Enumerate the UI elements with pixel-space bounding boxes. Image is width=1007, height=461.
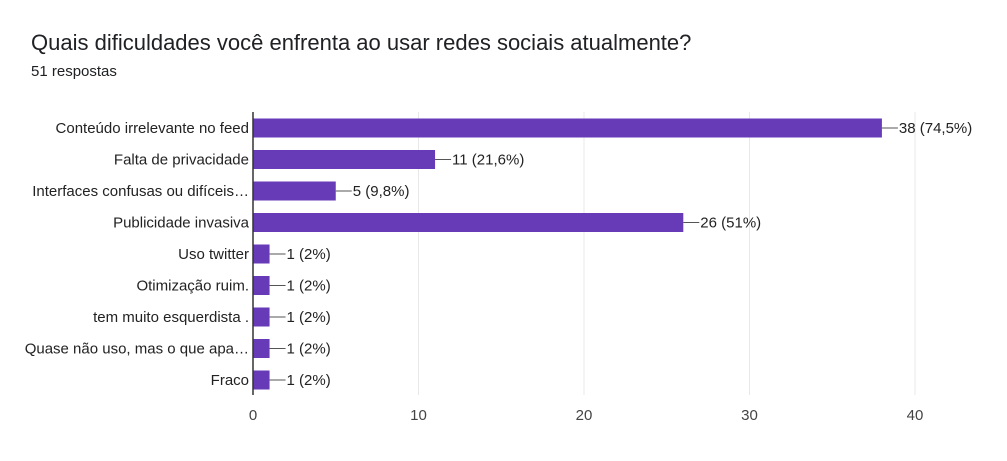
category-label: Quase não uso, mas o que apa… [25,341,249,358]
category-label: Otimização ruim. [136,278,249,295]
data-label: 11 (21,6%) [452,152,524,169]
x-tick-label: 40 [907,407,924,424]
labels: 0 10 20 30 40 38 (74,5%) Conteúdo irrelevante … [25,120,973,424]
bar[interactable] [253,213,684,232]
chart-title: Quais dificuldades você enfrenta ao usar… [31,30,692,55]
category-label: Conteúdo irrelevante no feed [56,120,249,137]
bar[interactable] [253,181,336,201]
x-tick-label: 0 [249,407,257,424]
category-label: Uso twitter [178,246,249,263]
data-label: 1 (2%) [287,278,331,295]
data-label: 1 (2%) [287,246,331,263]
bar[interactable] [253,276,270,295]
response-count: 51 respostas [31,63,117,80]
x-tick-label: 10 [410,407,427,424]
x-tick-label: 20 [576,407,593,424]
bar[interactable] [253,339,270,358]
data-label: 1 (2%) [287,372,331,389]
category-label: Publicidade invasiva [113,215,250,232]
x-tick-label: 30 [741,407,758,424]
bar[interactable] [253,307,270,327]
bar[interactable] [253,118,882,138]
data-label: 26 (51%) [700,215,761,232]
category-label: Falta de privacidade [114,152,249,169]
data-label: 1 (2%) [287,341,331,358]
category-label: Fraco [211,372,249,389]
bar[interactable] [253,244,270,264]
category-label: tem muito esquerdista . [93,309,249,326]
category-label: Interfaces confusas ou difíceis… [32,183,249,200]
bar[interactable] [253,370,270,390]
data-label: 38 (74,5%) [899,120,972,137]
data-label: 5 (9,8%) [353,183,410,200]
bar[interactable] [253,150,436,169]
bars [253,118,898,390]
data-label: 1 (2%) [287,309,331,326]
